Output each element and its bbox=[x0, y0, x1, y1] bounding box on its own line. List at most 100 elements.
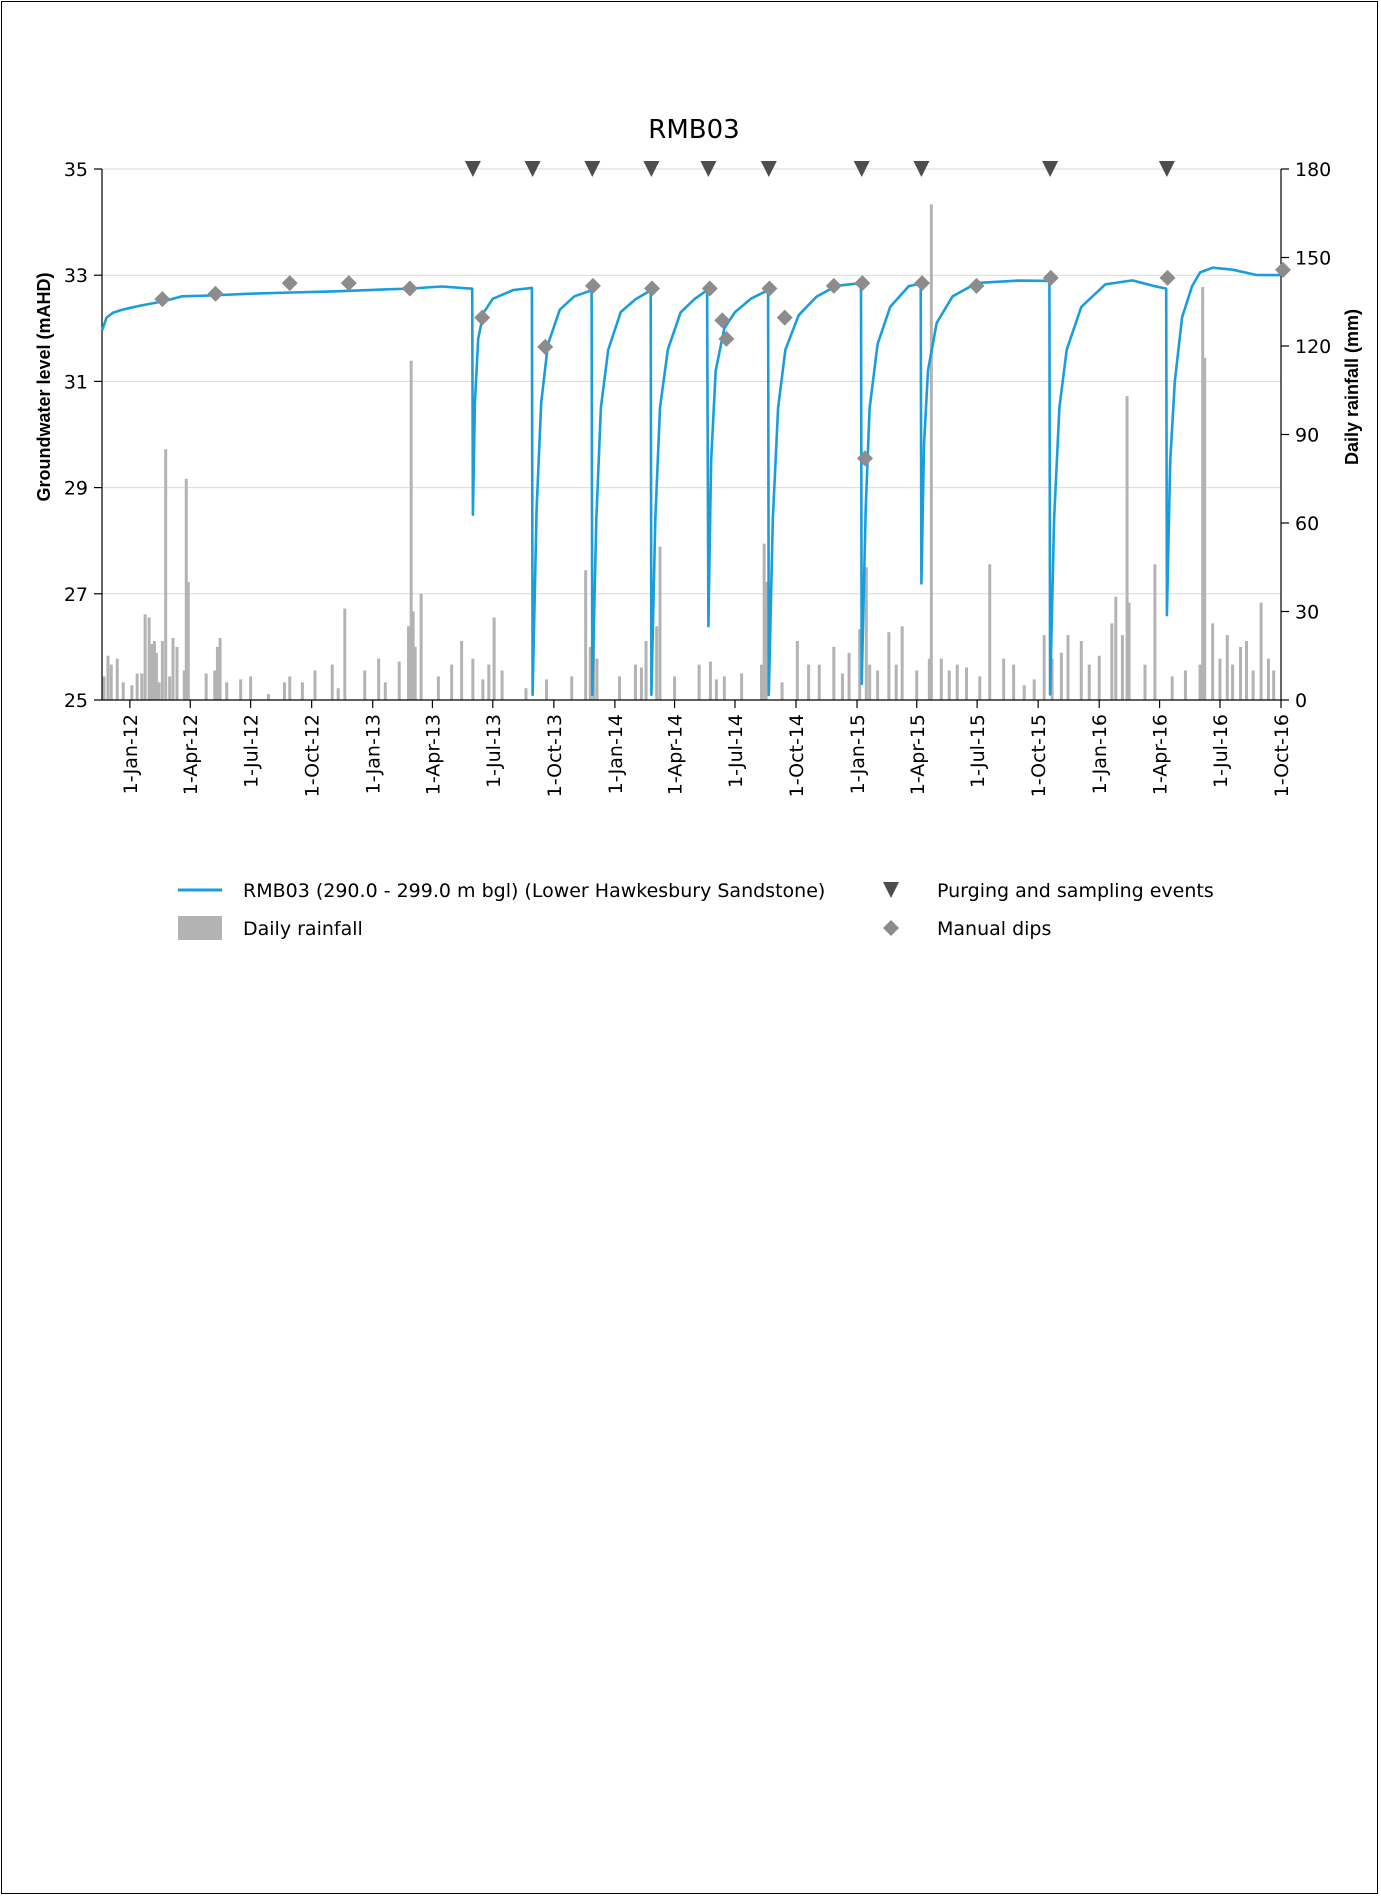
rainfall-bar bbox=[1002, 658, 1006, 700]
right-tick-label: 150 bbox=[1295, 248, 1331, 270]
right-tick-label: 180 bbox=[1295, 159, 1331, 181]
rainfall-bar bbox=[795, 641, 799, 700]
rainfall-bar bbox=[168, 676, 172, 700]
rainfall-bar bbox=[832, 646, 836, 700]
rainfall-bar bbox=[411, 611, 415, 700]
manual-dip-marker bbox=[584, 277, 601, 294]
rainfall-bar bbox=[644, 641, 648, 700]
rainfall-bar bbox=[460, 641, 464, 700]
rainfall-bar bbox=[927, 658, 931, 700]
manual-dip-marker bbox=[714, 312, 731, 329]
rainfall-bar bbox=[182, 670, 186, 700]
rainfall-bar bbox=[409, 360, 413, 700]
rainfall-bar bbox=[1259, 602, 1263, 700]
manual-dip-marker bbox=[154, 291, 171, 308]
legend: RMB03 (290.0 - 299.0 m bgl) (Lower Hawke… bbox=[178, 880, 1214, 940]
x-tick-label: 1-Jan-15 bbox=[847, 714, 869, 794]
rainfall-bar bbox=[130, 685, 134, 700]
rainfall-bar bbox=[588, 646, 592, 700]
x-tick-label: 1-Jul-13 bbox=[483, 714, 505, 788]
rainfall-bar bbox=[1244, 641, 1248, 700]
manual-dip-marker bbox=[718, 330, 735, 347]
rainfall-bar bbox=[164, 449, 168, 700]
rainfall-bar bbox=[215, 646, 219, 700]
rainfall-bar bbox=[618, 676, 622, 700]
rainfall-bar bbox=[336, 688, 340, 700]
rainfall-bar bbox=[288, 676, 292, 700]
manual-dip-marker bbox=[281, 275, 298, 292]
rainfall-bar bbox=[633, 664, 637, 700]
rainfall-bar bbox=[1272, 670, 1276, 700]
rainfall-bar bbox=[267, 694, 271, 700]
manual-dip-marker bbox=[1274, 261, 1291, 278]
right-axis-title: Daily rainfall (mm) bbox=[1342, 309, 1362, 465]
rainfall-bar bbox=[1203, 357, 1207, 700]
rainfall-bar bbox=[282, 682, 286, 700]
sampling-event-marker bbox=[853, 161, 870, 177]
x-tick-label: 1-Jan-12 bbox=[120, 714, 142, 794]
rainfall-bar bbox=[171, 638, 175, 700]
sampling-event-marker bbox=[584, 161, 601, 177]
rainfall-bar bbox=[1032, 679, 1036, 700]
sampling-event-marker bbox=[760, 161, 777, 177]
rainfall-bar bbox=[988, 564, 992, 700]
rainfall-bar bbox=[894, 664, 898, 700]
rainfall-bar bbox=[160, 641, 164, 700]
rainfall-bar bbox=[1110, 623, 1114, 700]
rainfall-bar bbox=[1251, 670, 1255, 700]
rainfall-bar bbox=[673, 676, 677, 700]
rainfall-bar bbox=[481, 679, 485, 700]
gridlines bbox=[102, 168, 1281, 595]
rainfall-bar bbox=[939, 658, 943, 700]
rainfall-bar bbox=[313, 670, 317, 700]
rainfall-bar bbox=[175, 646, 179, 700]
rainfall-bar bbox=[858, 629, 862, 700]
x-tick-label: 1-Apr-12 bbox=[180, 714, 202, 795]
right-tick-label: 90 bbox=[1295, 425, 1319, 447]
rainfall-bar bbox=[740, 673, 744, 700]
rainfall-bar bbox=[900, 626, 904, 700]
manual-dip-marker bbox=[1159, 269, 1176, 286]
rainfall-bar bbox=[135, 673, 139, 700]
legend-label-groundwater: RMB03 (290.0 - 299.0 m bgl) (Lower Hawke… bbox=[243, 880, 825, 902]
rainfall-bar bbox=[697, 664, 701, 700]
sampling-event-marker bbox=[913, 161, 930, 177]
x-tick-label: 1-Oct-16 bbox=[1271, 714, 1293, 797]
rainfall-bar bbox=[864, 567, 868, 700]
rainfall-bar bbox=[450, 664, 454, 700]
sampling-event-marker bbox=[1042, 161, 1059, 177]
rainfall-bar bbox=[1125, 396, 1129, 700]
rainfall-bar bbox=[152, 641, 156, 700]
x-axis: 1-Jan-12 1-Apr-12 1-Jul-12 1-Oct-12 1-Jan-13… bbox=[120, 700, 1293, 797]
sampling-event-marker bbox=[1158, 161, 1175, 177]
rainfall-bar bbox=[363, 670, 367, 700]
manual-dip-marker bbox=[761, 280, 778, 297]
rainfall-bar bbox=[121, 682, 125, 700]
rainfall-bar bbox=[807, 664, 811, 700]
sampling-event-marker bbox=[464, 161, 481, 177]
rainfall-bar bbox=[1198, 664, 1202, 700]
rainfall-bar bbox=[1114, 596, 1118, 700]
rainfall-bar bbox=[1097, 655, 1101, 700]
rainfall-bar bbox=[762, 543, 766, 700]
rainfall-bar bbox=[186, 582, 190, 700]
x-tick-label: 1-Oct-13 bbox=[544, 714, 566, 797]
rainfall-bar bbox=[143, 614, 147, 700]
right-axis: 0 30 60 90 120 150 180 bbox=[1281, 159, 1331, 712]
chart-title: RMB03 bbox=[648, 115, 739, 145]
rainfall-bar bbox=[1218, 658, 1222, 700]
rainfall-bar bbox=[840, 673, 844, 700]
rainfall-bar bbox=[330, 664, 334, 700]
rainfall-bar bbox=[397, 661, 401, 700]
plot-frame bbox=[101, 169, 1282, 701]
rainfall-bars bbox=[102, 204, 1276, 700]
rainfall-bar bbox=[407, 626, 411, 700]
rainfall-bar bbox=[780, 682, 784, 700]
rainfall-bar bbox=[1127, 602, 1131, 700]
legend-label-rainfall: Daily rainfall bbox=[243, 918, 363, 940]
rainfall-bar bbox=[492, 617, 496, 700]
legend-label-sampling-events: Purging and sampling events bbox=[937, 880, 1214, 902]
manual-dip-markers bbox=[154, 261, 1291, 467]
rainfall-bar bbox=[1266, 658, 1270, 700]
